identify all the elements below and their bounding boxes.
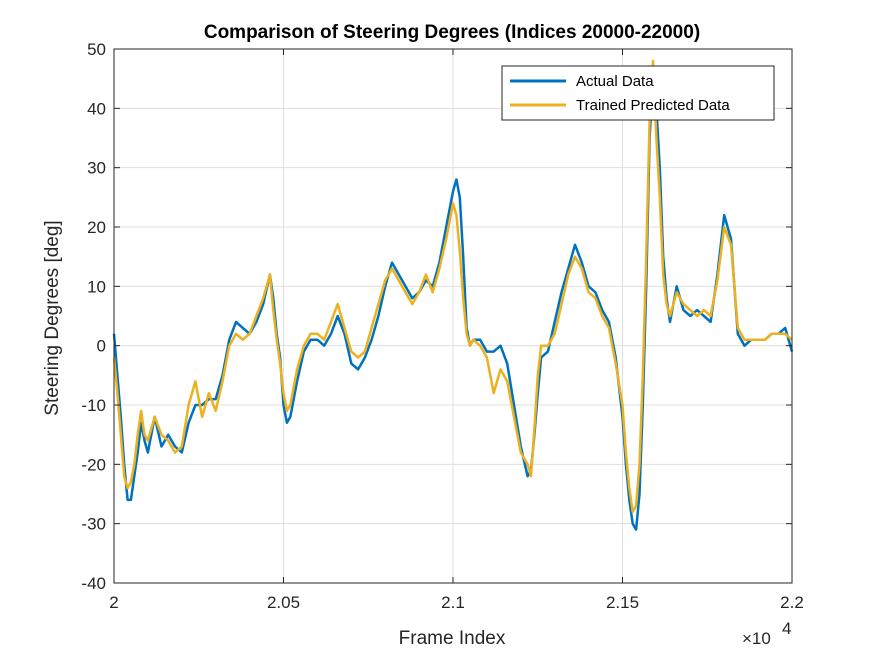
x-tick-label: 2.05: [267, 593, 300, 612]
legend-label-actual: Actual Data: [576, 73, 654, 90]
y-tick-label: -30: [81, 515, 106, 534]
y-tick-label: 20: [87, 218, 106, 237]
series-line-predicted: [112, 59, 793, 514]
x-exponent-base: ×10: [742, 629, 771, 648]
legend-box: [501, 65, 775, 121]
y-tick-label: -20: [81, 455, 106, 474]
x-tick-label: 2: [109, 593, 118, 612]
y-axis-label: Steering Degrees [deg]: [42, 220, 63, 415]
x-axis-label: Frame Index: [399, 628, 506, 649]
y-tick-label: 40: [87, 99, 106, 118]
y-tick-label: -10: [81, 396, 106, 415]
x-exponent-power: 4: [782, 619, 791, 638]
axis-ticks: 2 2.05 2.1 2.15 2.2 -40 -30 -20 -10 0 10 20 30 40 50: [81, 40, 803, 612]
y-tick-label: -40: [81, 574, 106, 593]
x-tick-label: 2.2: [780, 593, 804, 612]
legend: Actual Data Trained Predicted Data: [501, 65, 775, 121]
legend-label-predicted: Trained Predicted Data: [576, 97, 730, 114]
y-tick-label: 0: [97, 337, 106, 356]
y-tick-label: 30: [87, 159, 106, 178]
x-exponent-label: ×10 4: [742, 619, 791, 648]
chart-title: Comparison of Steering Degrees (Indices …: [204, 22, 700, 43]
x-tick-label: 2.1: [441, 593, 465, 612]
x-tick-label: 2.15: [606, 593, 639, 612]
y-tick-label: 50: [87, 40, 106, 59]
series-layer: [112, 59, 794, 531]
y-tick-label: 10: [87, 277, 106, 296]
